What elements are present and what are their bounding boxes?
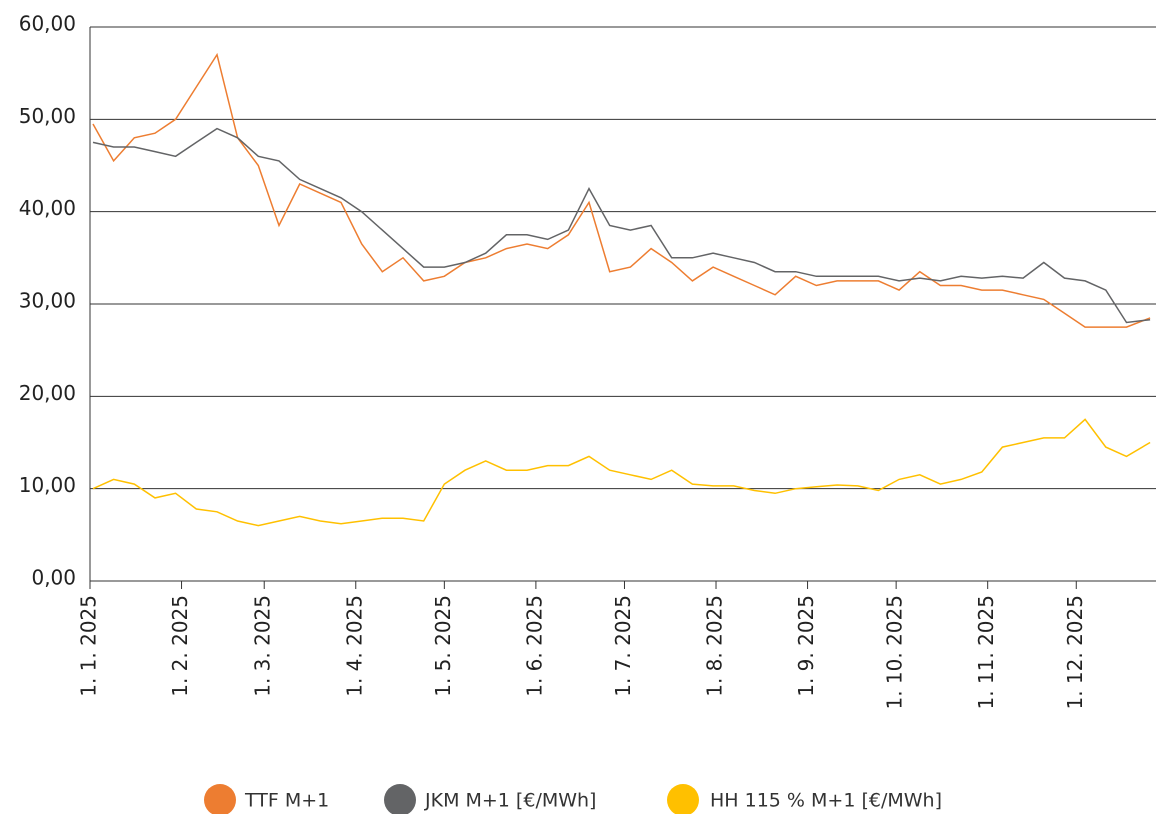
- x-tick-label: 1. 10. 2025: [883, 595, 907, 710]
- x-tick-label: 1. 2. 2025: [168, 595, 192, 697]
- y-tick-label: 0,00: [31, 566, 76, 590]
- series-line: [92, 418, 1151, 527]
- legend-label: JKM M+1 [€/MWh]: [424, 790, 596, 812]
- x-tick-label: 1. 4. 2025: [342, 595, 366, 697]
- x-tick-label: 1. 9. 2025: [794, 595, 818, 697]
- x-tick-label: 1. 1. 2025: [77, 595, 101, 697]
- x-tick-label: 1. 5. 2025: [431, 595, 455, 697]
- legend-swatch: [667, 784, 699, 814]
- y-tick-label: 50,00: [19, 104, 76, 128]
- x-tick-label: 1. 7. 2025: [611, 595, 635, 697]
- series-line: [92, 127, 1151, 324]
- y-tick-label: 10,00: [19, 473, 76, 497]
- y-tick-label: 20,00: [19, 381, 76, 405]
- x-tick-label: 1. 11. 2025: [974, 595, 998, 710]
- x-tick-label: 1. 3. 2025: [251, 595, 275, 697]
- x-tick-label: 1. 12. 2025: [1063, 595, 1087, 710]
- legend-swatch: [384, 784, 416, 814]
- legend-swatch: [204, 784, 236, 814]
- y-tick-label: 30,00: [19, 289, 76, 313]
- y-tick-label: 40,00: [19, 196, 76, 220]
- legend-label: HH 115 % M+1 [€/MWh]: [710, 790, 942, 812]
- x-tick-label: 1. 6. 2025: [522, 595, 546, 697]
- series-line: [92, 52, 1151, 328]
- legend-label: TTF M+1: [244, 790, 329, 812]
- x-tick-label: 1. 8. 2025: [703, 595, 727, 697]
- y-tick-label: 60,00: [19, 12, 76, 36]
